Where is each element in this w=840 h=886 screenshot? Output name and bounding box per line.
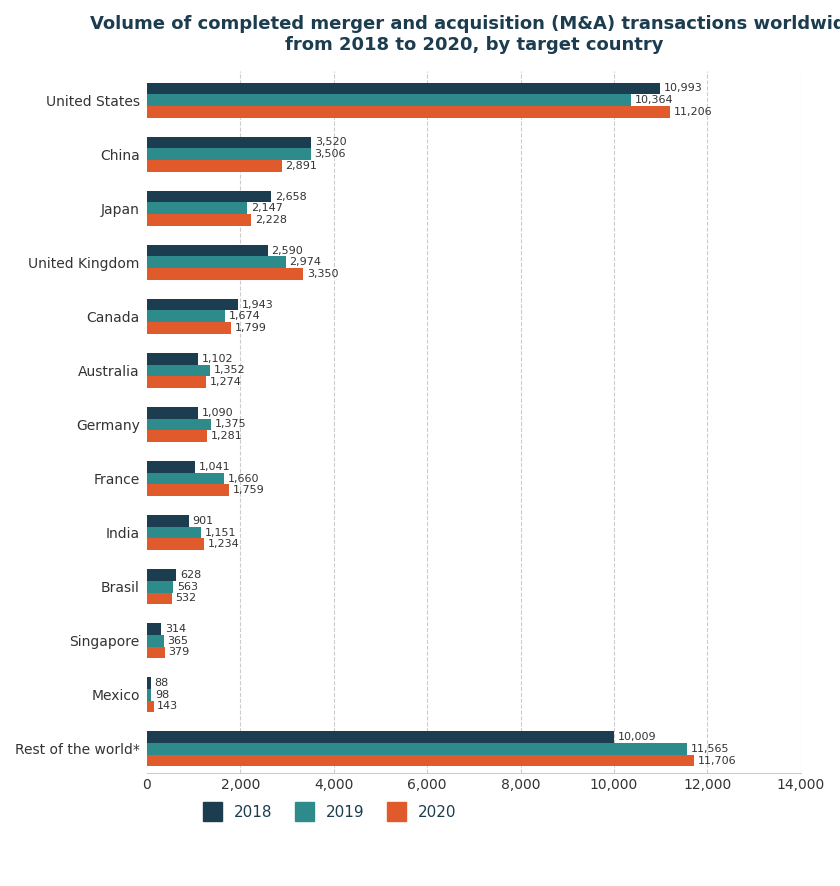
Bar bbox=[147, 647, 165, 658]
Text: 1,281: 1,281 bbox=[210, 431, 242, 441]
Text: 2,147: 2,147 bbox=[251, 204, 283, 214]
Text: 314: 314 bbox=[165, 624, 186, 633]
Text: 1,375: 1,375 bbox=[215, 419, 246, 430]
Text: 1,943: 1,943 bbox=[241, 299, 273, 309]
Text: 2,590: 2,590 bbox=[271, 245, 303, 255]
Bar bbox=[147, 256, 286, 268]
Bar bbox=[147, 323, 231, 334]
Bar bbox=[147, 539, 204, 550]
Text: 10,993: 10,993 bbox=[664, 83, 703, 93]
Text: 628: 628 bbox=[180, 570, 201, 579]
Text: 2,891: 2,891 bbox=[286, 161, 318, 171]
Text: 1,660: 1,660 bbox=[228, 473, 260, 484]
Bar bbox=[147, 593, 171, 604]
Text: 1,352: 1,352 bbox=[213, 365, 245, 376]
Bar bbox=[147, 106, 670, 118]
Bar bbox=[147, 190, 271, 202]
Text: 11,206: 11,206 bbox=[674, 107, 712, 117]
Bar bbox=[147, 515, 189, 526]
Bar bbox=[147, 160, 282, 172]
Text: 2,228: 2,228 bbox=[255, 215, 286, 225]
Bar bbox=[147, 299, 238, 310]
Legend: 2018, 2019, 2020: 2018, 2019, 2020 bbox=[196, 795, 465, 828]
Text: 10,364: 10,364 bbox=[635, 96, 674, 105]
Bar bbox=[147, 310, 225, 323]
Text: 2,658: 2,658 bbox=[275, 191, 307, 201]
Bar bbox=[147, 418, 211, 431]
Bar bbox=[147, 677, 151, 688]
Bar bbox=[147, 461, 196, 472]
Bar bbox=[147, 688, 151, 701]
Text: 3,506: 3,506 bbox=[314, 150, 346, 159]
Bar bbox=[147, 149, 311, 160]
Bar bbox=[147, 82, 660, 95]
Text: 10,009: 10,009 bbox=[618, 732, 657, 742]
Bar bbox=[147, 731, 614, 742]
Bar bbox=[147, 569, 176, 580]
Text: 11,565: 11,565 bbox=[690, 743, 729, 754]
Text: 11,706: 11,706 bbox=[697, 756, 736, 766]
Text: 1,151: 1,151 bbox=[204, 527, 236, 538]
Bar bbox=[147, 755, 694, 766]
Text: 143: 143 bbox=[157, 702, 178, 711]
Text: 2,974: 2,974 bbox=[290, 258, 322, 268]
Text: 1,041: 1,041 bbox=[199, 462, 231, 471]
Bar bbox=[147, 214, 251, 226]
Bar bbox=[147, 377, 207, 388]
Text: 1,090: 1,090 bbox=[202, 408, 234, 417]
Text: 88: 88 bbox=[155, 678, 169, 688]
Bar bbox=[147, 623, 161, 634]
Bar bbox=[147, 634, 164, 647]
Bar bbox=[147, 580, 173, 593]
Text: 379: 379 bbox=[168, 648, 190, 657]
Text: 1,759: 1,759 bbox=[233, 486, 265, 495]
Bar bbox=[147, 245, 268, 256]
Text: 1,674: 1,674 bbox=[228, 312, 260, 322]
Bar bbox=[147, 701, 154, 712]
Bar bbox=[147, 364, 210, 377]
Text: 98: 98 bbox=[155, 689, 170, 700]
Bar bbox=[147, 353, 198, 364]
Title: Volume of completed merger and acquisition (M&A) transactions worldwide
from 201: Volume of completed merger and acquisiti… bbox=[90, 15, 840, 54]
Bar bbox=[147, 407, 197, 418]
Text: 3,350: 3,350 bbox=[307, 269, 339, 279]
Bar bbox=[147, 95, 631, 106]
Text: 3,520: 3,520 bbox=[315, 137, 347, 147]
Text: 563: 563 bbox=[177, 581, 198, 592]
Text: 1,234: 1,234 bbox=[208, 540, 240, 549]
Bar bbox=[147, 742, 687, 755]
Bar bbox=[147, 526, 201, 539]
Text: 901: 901 bbox=[192, 516, 213, 525]
Text: 1,102: 1,102 bbox=[202, 354, 234, 363]
Bar bbox=[147, 202, 247, 214]
Text: 532: 532 bbox=[176, 594, 197, 603]
Bar bbox=[147, 136, 312, 149]
Bar bbox=[147, 485, 229, 496]
Text: 365: 365 bbox=[168, 635, 189, 646]
Text: 1,799: 1,799 bbox=[234, 323, 266, 333]
Text: 1,274: 1,274 bbox=[210, 377, 242, 387]
Bar bbox=[147, 268, 303, 280]
Bar bbox=[147, 472, 224, 485]
Bar bbox=[147, 431, 207, 442]
